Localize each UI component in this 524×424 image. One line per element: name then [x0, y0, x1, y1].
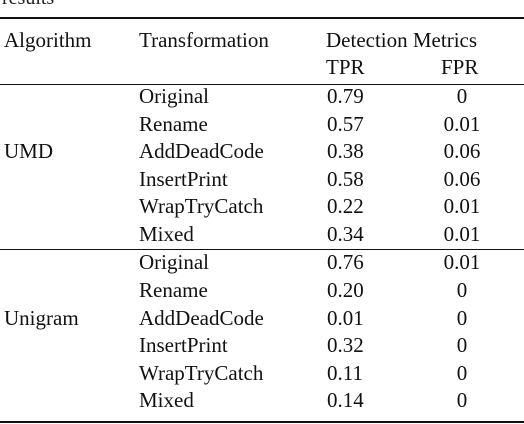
unigram-row-1-tpr: 0.76 [327, 250, 364, 274]
unigram-row-4-fpr: 0 [456, 333, 468, 357]
unigram-row-5-fpr: 0 [456, 360, 468, 385]
umd-row-6-transformation: Mixed [139, 221, 194, 246]
unigram-row-3-transformation: AddDeadCode [139, 305, 264, 330]
header-fpr: FPR [441, 55, 479, 79]
umd-row-4-fpr: 0.06 [443, 166, 481, 191]
umd-row-4-transformation: InsertPrint [139, 166, 228, 191]
header-algorithm: Algorithm [4, 28, 92, 52]
unigram-row-4-transformation: InsertPrint [139, 333, 228, 357]
unigram-row-4-tpr: 0.32 [327, 333, 364, 357]
unigram-row-6-transformation: Mixed [139, 388, 194, 412]
umd-row-2-transformation: Rename [139, 111, 208, 136]
bottom-rule [0, 421, 524, 423]
group-rule [0, 249, 524, 251]
algorithm-umd: UMD [4, 139, 54, 163]
umd-row-3-fpr: 0.06 [443, 139, 481, 163]
umd-row-5-fpr: 0.01 [443, 194, 481, 218]
umd-row-1-transformation: Original [139, 84, 209, 108]
unigram-row-5-tpr: 0.11 [327, 360, 363, 385]
umd-row-2-fpr: 0.01 [443, 111, 481, 136]
umd-row-1-fpr: 0 [456, 84, 468, 108]
header-tpr: TPR [326, 55, 365, 79]
unigram-row-3-fpr: 0 [456, 305, 468, 330]
umd-row-1-tpr: 0.79 [327, 84, 364, 108]
umd-row-3-transformation: AddDeadCode [139, 139, 264, 163]
top-rule [0, 17, 524, 19]
umd-row-4-tpr: 0.58 [327, 166, 364, 191]
unigram-row-6-fpr: 0 [456, 388, 468, 412]
cropped-caption: results [2, 0, 54, 8]
umd-row-6-fpr: 0.01 [443, 221, 481, 246]
algorithm-unigram: Unigram [4, 306, 79, 330]
unigram-row-1-fpr: 0.01 [443, 250, 481, 274]
unigram-row-5-transformation: WrapTryCatch [139, 360, 264, 385]
umd-row-6-tpr: 0.34 [327, 221, 364, 246]
unigram-row-2-tpr: 0.20 [327, 278, 364, 302]
unigram-row-2-transformation: Rename [139, 278, 208, 302]
umd-row-2-tpr: 0.57 [327, 111, 364, 136]
umd-row-5-tpr: 0.22 [327, 194, 364, 218]
umd-row-3-tpr: 0.38 [327, 139, 364, 163]
unigram-row-3-tpr: 0.01 [327, 305, 364, 330]
unigram-row-6-tpr: 0.14 [327, 388, 364, 412]
header-detection-metrics: Detection Metrics [326, 28, 478, 52]
header-transformation: Transformation [139, 28, 269, 52]
unigram-row-2-fpr: 0 [456, 278, 468, 302]
umd-row-5-transformation: WrapTryCatch [139, 194, 264, 218]
header-rule [0, 84, 524, 86]
unigram-row-1-transformation: Original [139, 250, 209, 274]
